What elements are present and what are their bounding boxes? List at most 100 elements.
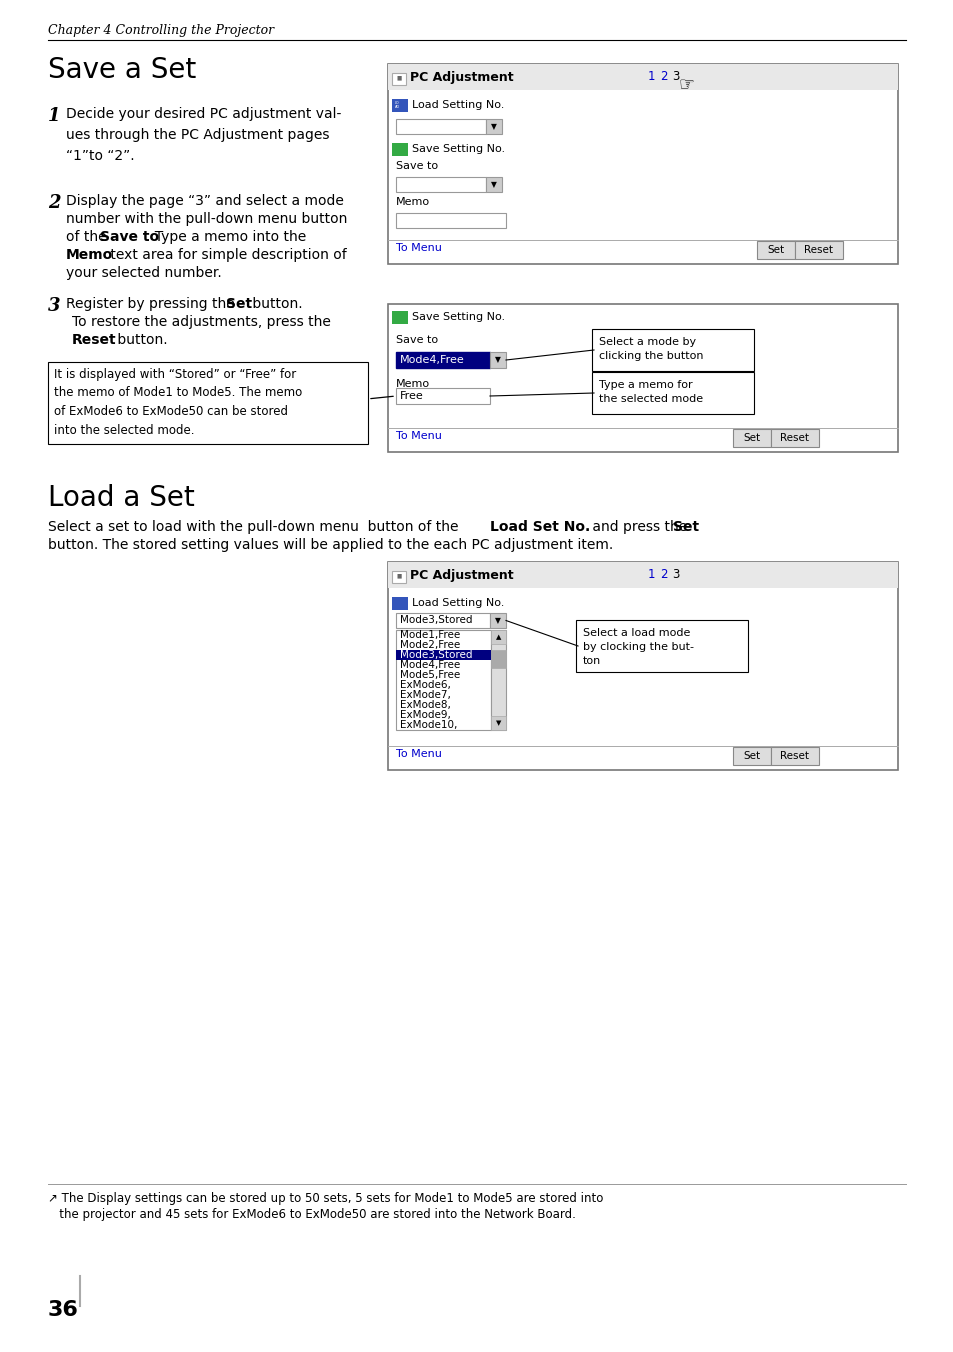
- Text: 1: 1: [647, 568, 655, 581]
- Text: ▼: ▼: [491, 122, 497, 131]
- Text: 3: 3: [48, 297, 60, 315]
- Text: ■: ■: [395, 76, 401, 81]
- Text: It is displayed with “Stored” or “Free” for
the memo of Mode1 to Mode5. The memo: It is displayed with “Stored” or “Free” …: [54, 368, 302, 437]
- FancyBboxPatch shape: [490, 612, 505, 627]
- Text: ↗ The Display settings can be stored up to 50 sets, 5 sets for Mode1 to Mode5 ar: ↗ The Display settings can be stored up …: [48, 1192, 602, 1205]
- FancyBboxPatch shape: [770, 429, 818, 448]
- Text: Load a Set: Load a Set: [48, 484, 194, 512]
- FancyBboxPatch shape: [491, 630, 505, 644]
- Text: your selected number.: your selected number.: [66, 266, 221, 280]
- Text: ☞: ☞: [678, 74, 694, 93]
- FancyBboxPatch shape: [392, 571, 406, 583]
- Text: Memo: Memo: [395, 197, 430, 207]
- FancyBboxPatch shape: [395, 630, 491, 730]
- FancyBboxPatch shape: [395, 177, 485, 192]
- FancyBboxPatch shape: [770, 748, 818, 765]
- FancyBboxPatch shape: [794, 241, 842, 260]
- FancyBboxPatch shape: [576, 621, 747, 672]
- Text: Decide your desired PC adjustment val-
ues through the PC Adjustment pages
“1”to: Decide your desired PC adjustment val- u…: [66, 107, 341, 164]
- FancyBboxPatch shape: [732, 429, 770, 448]
- FancyBboxPatch shape: [592, 372, 753, 414]
- Text: Memo: Memo: [66, 247, 113, 262]
- FancyBboxPatch shape: [757, 241, 794, 260]
- Text: ExMode10,: ExMode10,: [399, 721, 456, 730]
- Text: ▼: ▼: [495, 356, 500, 365]
- FancyBboxPatch shape: [388, 64, 897, 264]
- Text: Load Setting No.: Load Setting No.: [412, 100, 504, 111]
- Text: To Menu: To Menu: [395, 431, 441, 441]
- Text: Type a memo for
the selected mode: Type a memo for the selected mode: [598, 380, 702, 404]
- Text: Display the page “3” and select a mode: Display the page “3” and select a mode: [66, 193, 343, 208]
- Text: Save to: Save to: [395, 335, 437, 345]
- Text: 36: 36: [48, 1301, 79, 1320]
- FancyBboxPatch shape: [490, 352, 505, 368]
- Text: Reset: Reset: [780, 750, 809, 761]
- FancyBboxPatch shape: [48, 362, 368, 443]
- FancyBboxPatch shape: [395, 352, 490, 368]
- FancyBboxPatch shape: [388, 64, 897, 91]
- Text: ExMode8,: ExMode8,: [399, 700, 451, 710]
- Text: Save Setting No.: Save Setting No.: [412, 312, 504, 322]
- Text: Memo: Memo: [395, 379, 430, 389]
- Text: Select a load mode
by clocking the but-
ton: Select a load mode by clocking the but- …: [582, 627, 693, 667]
- Text: Save to: Save to: [395, 161, 437, 170]
- Text: To restore the adjustments, press the: To restore the adjustments, press the: [71, 315, 331, 329]
- FancyBboxPatch shape: [485, 119, 501, 134]
- Text: 2: 2: [659, 568, 667, 581]
- FancyBboxPatch shape: [491, 650, 505, 668]
- Text: ▼: ▼: [496, 721, 500, 726]
- Text: 3: 3: [671, 568, 679, 581]
- FancyBboxPatch shape: [392, 99, 408, 112]
- FancyBboxPatch shape: [388, 304, 897, 452]
- Text: button.: button.: [248, 297, 302, 311]
- Text: 1: 1: [48, 107, 60, 124]
- Text: Mode2,Free: Mode2,Free: [399, 639, 459, 650]
- Text: Save Setting No.: Save Setting No.: [412, 145, 504, 154]
- Text: number with the pull-down menu button: number with the pull-down menu button: [66, 212, 347, 226]
- FancyBboxPatch shape: [388, 562, 897, 771]
- Text: 2: 2: [48, 193, 60, 212]
- Text: LO
AD: LO AD: [395, 101, 399, 110]
- Text: 1: 1: [647, 70, 655, 84]
- Text: Mode3,Stored: Mode3,Stored: [399, 650, 472, 660]
- Text: ExMode9,: ExMode9,: [399, 710, 451, 721]
- FancyBboxPatch shape: [388, 562, 897, 588]
- FancyBboxPatch shape: [592, 329, 753, 370]
- Text: and press the: and press the: [587, 521, 691, 534]
- FancyBboxPatch shape: [392, 598, 408, 610]
- Text: To Menu: To Menu: [395, 749, 441, 758]
- Text: Register by pressing the: Register by pressing the: [66, 297, 239, 311]
- FancyBboxPatch shape: [395, 388, 490, 404]
- Text: Load Setting No.: Load Setting No.: [412, 598, 504, 608]
- Text: Mode5,Free: Mode5,Free: [399, 671, 459, 680]
- Text: Select a set to load with the pull-down menu  button of the: Select a set to load with the pull-down …: [48, 521, 462, 534]
- Text: 3: 3: [671, 70, 679, 84]
- FancyBboxPatch shape: [392, 143, 408, 155]
- Text: 2: 2: [659, 70, 667, 84]
- Text: button. The stored setting values will be applied to the each PC adjustment item: button. The stored setting values will b…: [48, 538, 613, 552]
- Text: Mode4,Free: Mode4,Free: [399, 356, 464, 365]
- Text: Save a Set: Save a Set: [48, 55, 196, 84]
- Text: of the: of the: [66, 230, 111, 243]
- Text: ■: ■: [395, 573, 401, 579]
- Text: the projector and 45 sets for ExMode6 to ExMode50 are stored into the Network Bo: the projector and 45 sets for ExMode6 to…: [48, 1207, 576, 1221]
- FancyBboxPatch shape: [485, 177, 501, 192]
- Text: PC Adjustment: PC Adjustment: [410, 568, 513, 581]
- Text: Chapter 4 Controlling the Projector: Chapter 4 Controlling the Projector: [48, 24, 274, 37]
- Text: Set: Set: [742, 433, 760, 443]
- Text: Mode3,Stored: Mode3,Stored: [399, 615, 472, 626]
- Text: Free: Free: [399, 391, 423, 402]
- Text: Set: Set: [226, 297, 252, 311]
- Text: Reset: Reset: [803, 245, 833, 256]
- Text: ▼: ▼: [495, 617, 500, 625]
- Text: text area for simple description of: text area for simple description of: [106, 247, 346, 262]
- Text: Save to: Save to: [100, 230, 159, 243]
- Text: button.: button.: [112, 333, 168, 347]
- Text: Mode1,Free: Mode1,Free: [399, 630, 459, 639]
- Text: Set: Set: [742, 750, 760, 761]
- Text: Reset: Reset: [71, 333, 116, 347]
- Text: Select a mode by
clicking the button: Select a mode by clicking the button: [598, 337, 702, 361]
- Text: Set: Set: [672, 521, 699, 534]
- FancyBboxPatch shape: [392, 311, 408, 324]
- FancyBboxPatch shape: [392, 73, 406, 85]
